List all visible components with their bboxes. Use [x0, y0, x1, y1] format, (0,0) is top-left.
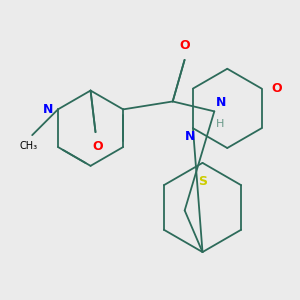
- Text: O: O: [179, 39, 190, 52]
- Text: CH₃: CH₃: [19, 141, 37, 151]
- Text: S: S: [198, 175, 207, 188]
- Text: H: H: [216, 119, 225, 129]
- Text: O: O: [272, 82, 282, 95]
- Text: O: O: [92, 140, 103, 153]
- Text: N: N: [185, 130, 195, 143]
- Text: N: N: [43, 103, 53, 116]
- Text: N: N: [216, 96, 227, 110]
